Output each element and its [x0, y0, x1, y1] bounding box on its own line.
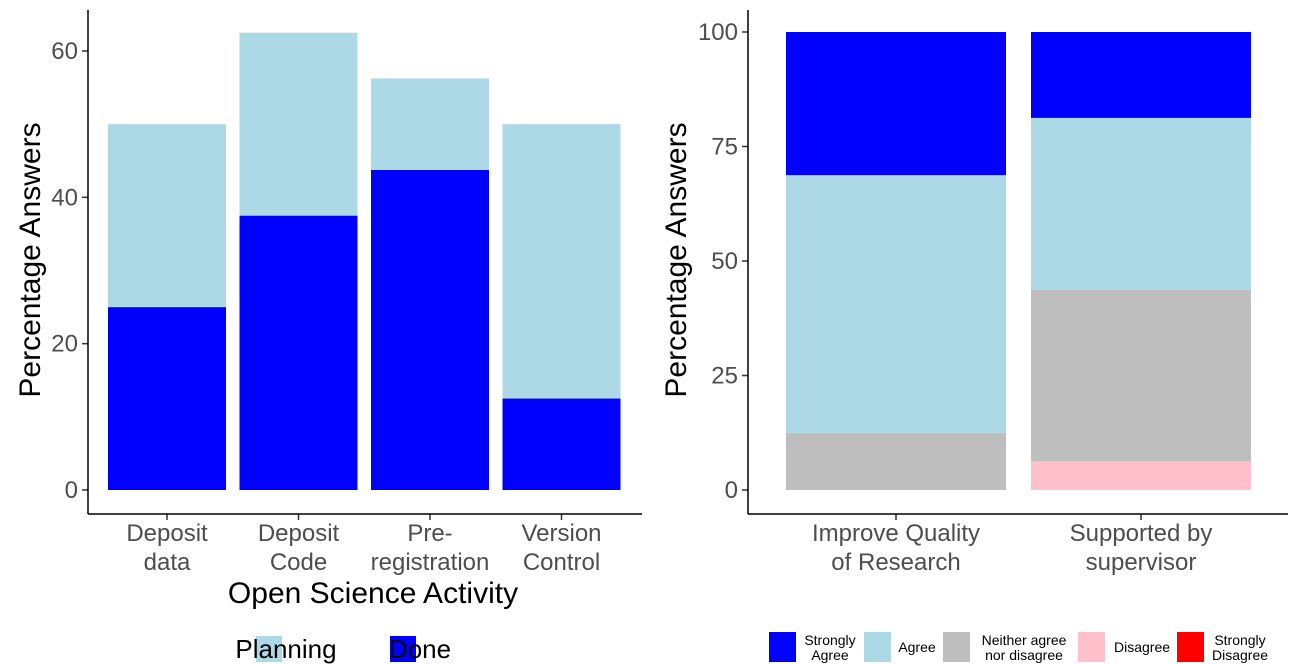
bar-version-control-done [502, 398, 621, 490]
x-tick-label-line: Code [270, 549, 327, 576]
bar-deposit-data-done [108, 307, 226, 490]
y-tick-label: 100 [698, 19, 738, 46]
y-axis-title: Percentage Answers [14, 122, 47, 397]
legend-label-line: Strongly [804, 632, 855, 648]
x-tick-label: Deposit data [126, 520, 208, 576]
y-tick-label: 20 [51, 331, 78, 358]
x-tick-label-line: Deposit [126, 520, 208, 547]
legend-label: Strongly Disagree [1212, 632, 1268, 663]
x-tick-label-line: Pre- [407, 520, 452, 547]
x-tick-label-line: data [144, 549, 191, 576]
bar-supported-by-supervisor-neither-agree-nor-disagree [1031, 289, 1251, 462]
legend-label-line: nor disagree [985, 647, 1063, 663]
x-tick-label-line: Improve Quality [812, 520, 980, 547]
legend-label: Strongly Agree [804, 632, 855, 663]
x-axis-title: Open Science Activity [228, 577, 518, 610]
legend-item-disagree: Disagree [1078, 632, 1170, 662]
y-tick-label: 25 [711, 363, 738, 390]
y-tick-label: 0 [65, 477, 78, 504]
y-tick-label: 60 [51, 38, 78, 65]
x-tick-label-line: registration [371, 549, 490, 576]
bar-deposit-code-done [239, 215, 358, 490]
x-tick-label-line: Version [521, 520, 601, 547]
legend-swatch [1078, 632, 1105, 662]
bar-deposit-code-planning [239, 32, 358, 216]
bar-improve-quality-of-research-strongly-agree [786, 32, 1006, 176]
x-tick-label: Deposit Code [258, 520, 340, 576]
x-tick-label-line: Control [523, 549, 600, 576]
legend-swatch [1177, 632, 1204, 662]
legend-item-neither-agree-nor-disagree: Neither agree nor disagree [943, 632, 1067, 663]
legend-label: Planning [235, 634, 336, 664]
bar-pre-registration-done [371, 169, 489, 491]
legend-item-strongly-disagree: Strongly Disagree [1177, 632, 1268, 663]
x-tick-label: Pre-registration [371, 520, 490, 576]
x-tick-label: Supported by supervisor [1070, 520, 1213, 576]
y-tick-label: 40 [51, 184, 78, 211]
legend-label-line: Disagree [1212, 647, 1268, 663]
x-tick-label-line: of Research [831, 549, 960, 576]
bar-improve-quality-of-research-agree [786, 175, 1006, 433]
legend-label-line: Neither agree [982, 632, 1067, 648]
legend-label-line: Agree [811, 647, 849, 663]
legend-label-line: Strongly [1214, 632, 1265, 648]
bar-deposit-data-planning [108, 124, 226, 308]
legend-item-planning: Planning [235, 634, 336, 664]
legend-label: Agree [898, 639, 936, 655]
legend-item-done: Done [389, 634, 451, 664]
bar-pre-registration-planning [371, 78, 489, 170]
x-tick-label-line: supervisor [1086, 549, 1197, 576]
legend-swatch [256, 636, 282, 662]
x-tick-label: Improve Quality of Research [812, 520, 980, 576]
legend-label: Done [389, 634, 451, 664]
bar-improve-quality-of-research-neither-agree-nor-disagree [786, 432, 1006, 490]
x-tick-label: Version Control [521, 520, 601, 576]
y-tick-label: 0 [725, 477, 738, 504]
legend-swatch [943, 632, 970, 662]
legend-item-agree: Agree [864, 632, 936, 662]
legend-swatch [864, 632, 891, 662]
bar-supported-by-supervisor-agree [1031, 117, 1251, 290]
y-tick-label: 50 [711, 248, 738, 275]
legend-label: Neither agree nor disagree [982, 632, 1067, 663]
legend-item-strongly-agree: Strongly Agree [769, 632, 856, 663]
x-tick-label-line: Deposit [258, 520, 340, 547]
legend-swatch [769, 632, 796, 662]
y-tick-label: 75 [711, 134, 738, 161]
bar-version-control-planning [502, 124, 621, 399]
bar-supported-by-supervisor-disagree [1031, 461, 1251, 490]
bar-supported-by-supervisor-strongly-agree [1031, 32, 1251, 118]
legend-label: Disagree [1114, 639, 1170, 655]
legend-swatch [390, 636, 416, 662]
right-chart-attitudes: Improve Quality of Research Supported by su… [660, 10, 1288, 663]
y-axis-title: Percentage Answers [660, 122, 693, 397]
x-tick-label-line: Supported by [1070, 520, 1213, 547]
